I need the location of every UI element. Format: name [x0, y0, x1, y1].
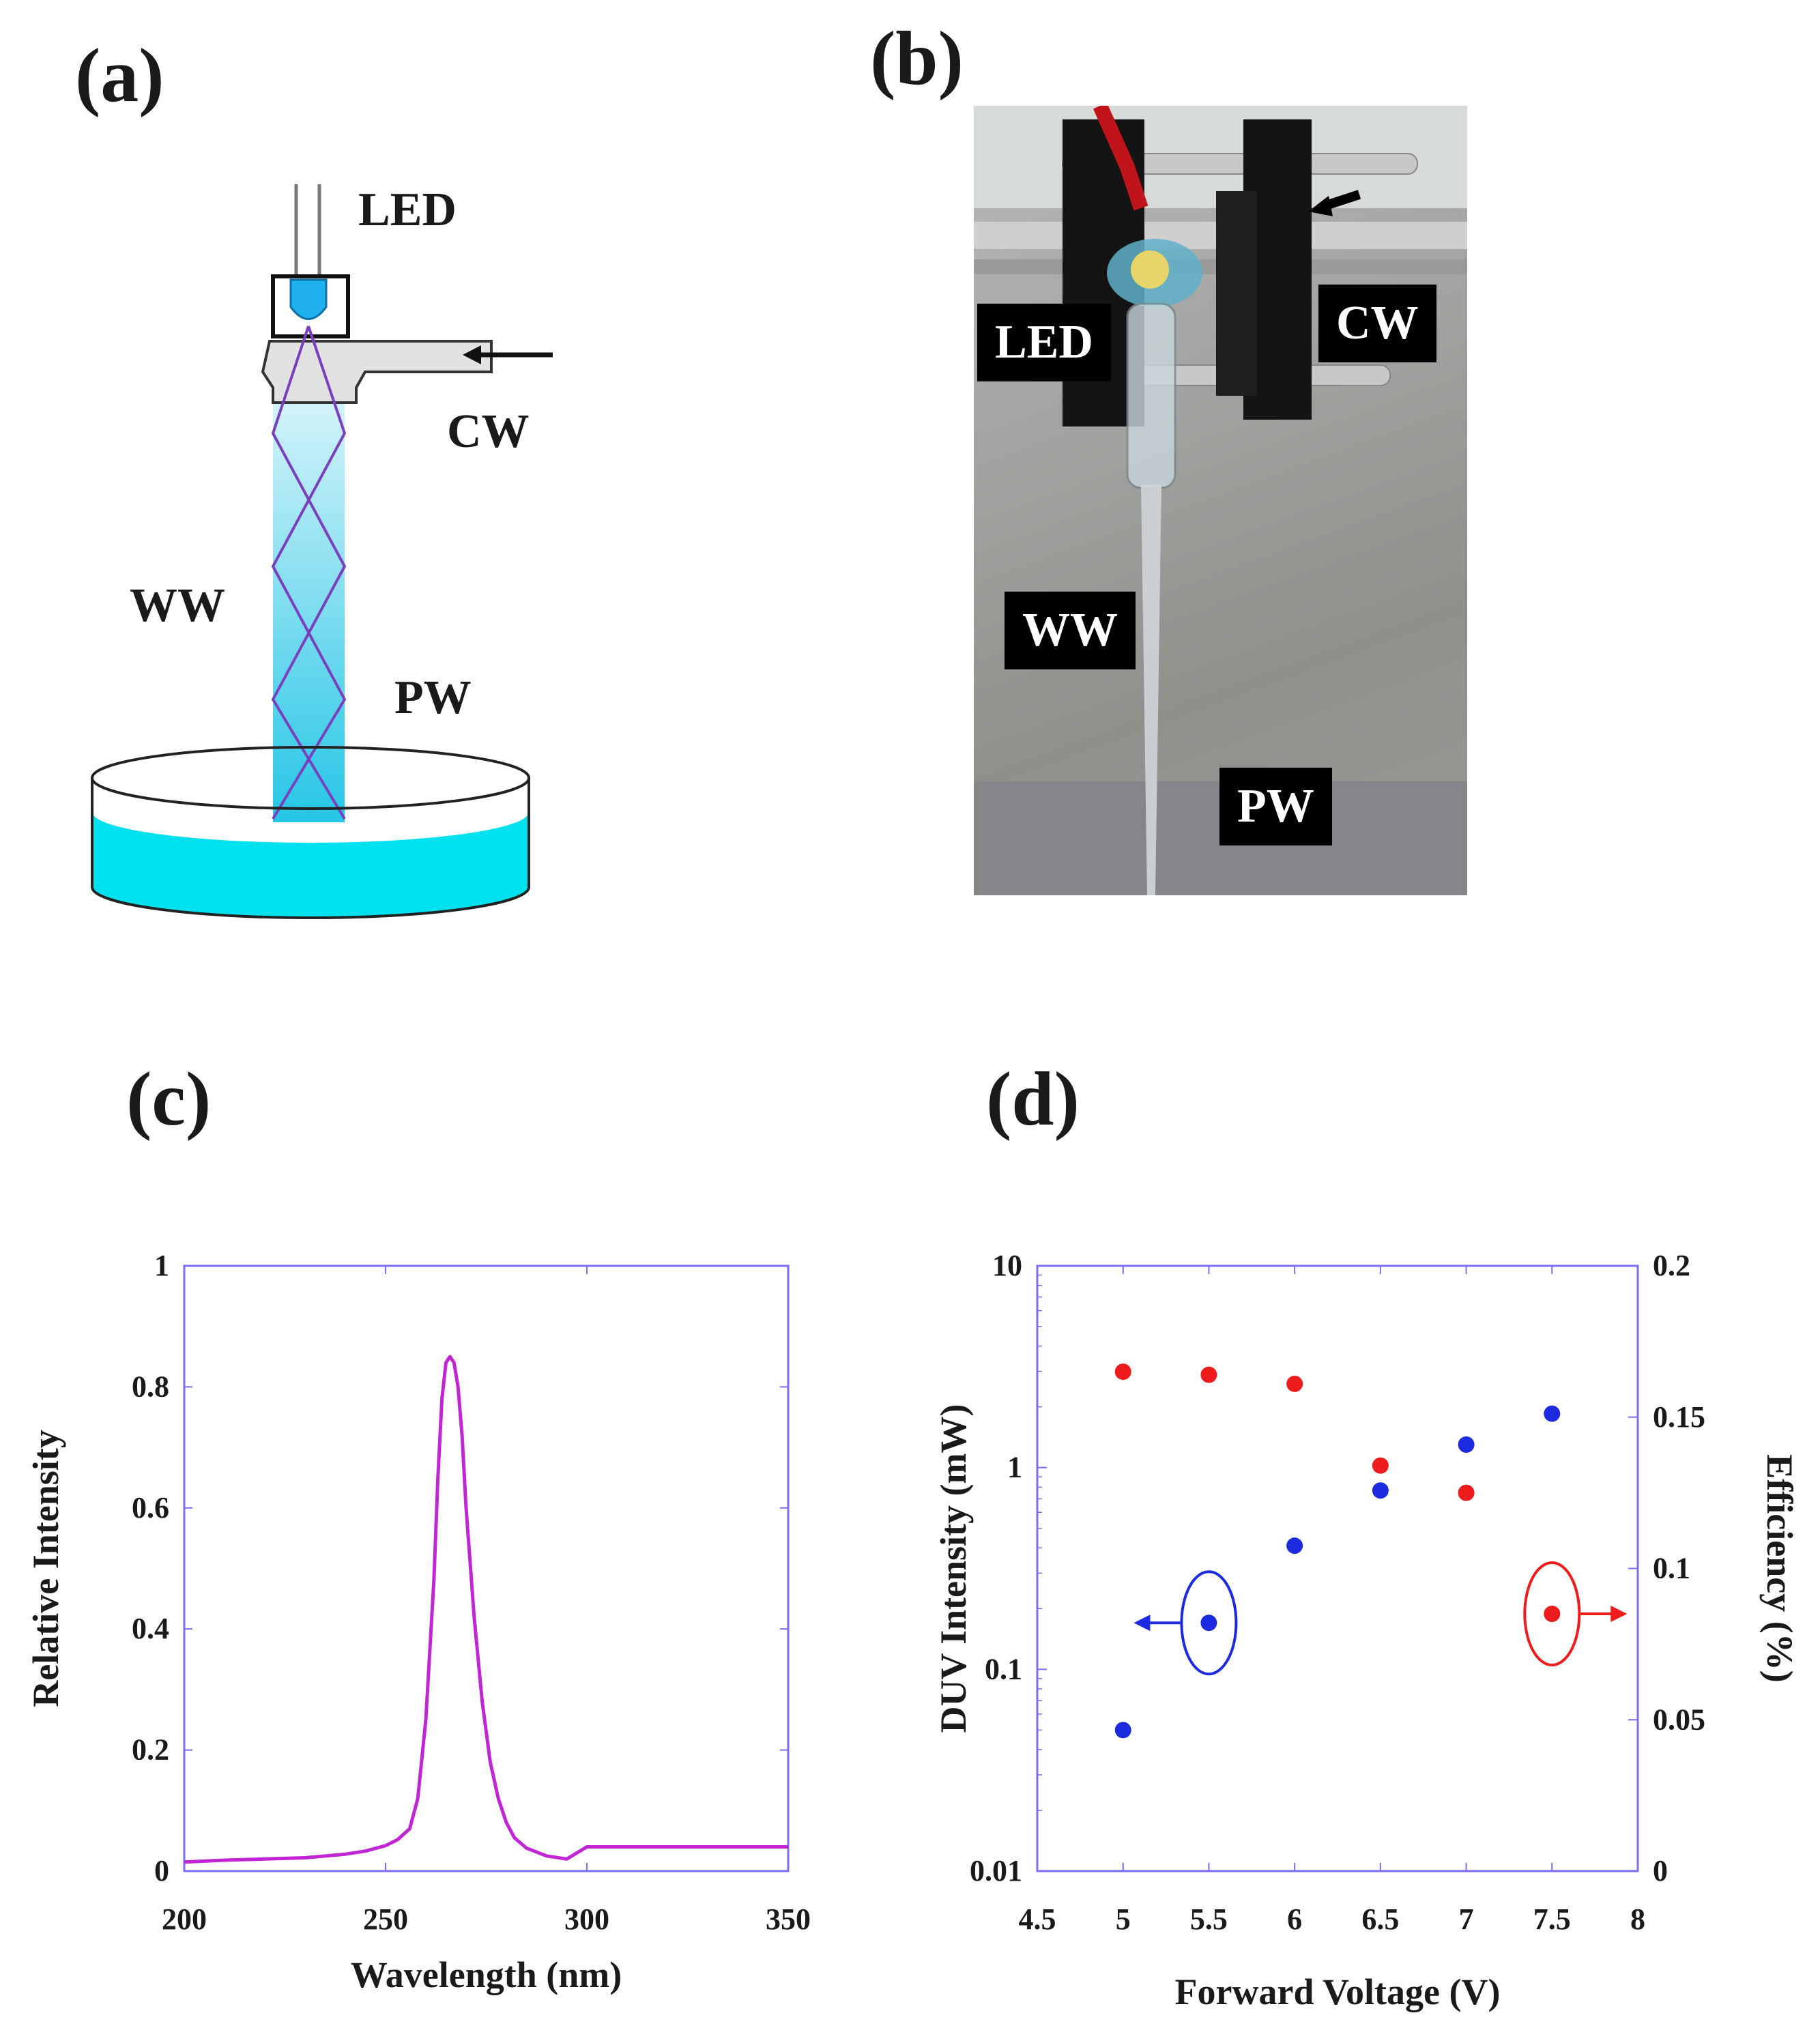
y-axis-title: Relative Intensity	[25, 1430, 66, 1707]
x-tick-label: 200	[162, 1902, 207, 1936]
led-dome	[289, 278, 328, 320]
schematic-label-pw: PW	[394, 671, 472, 724]
water-beam	[273, 372, 345, 822]
setup-photo: LED CW WW PW	[974, 106, 1467, 895]
x-tick-label: 8	[1630, 1902, 1645, 1936]
plot-frame	[1036, 1264, 1639, 1872]
nozzle-housing	[261, 340, 493, 404]
voltage-chart: 4.5 5 5.5 6 6.5 7 7.5 8 0.01 0.1 1 10 0 0.05 0.1 0.15 0.…	[933, 1249, 1800, 2012]
efficiency-point	[1286, 1375, 1303, 1392]
duv-axis-indicator-ellipse	[1180, 1570, 1238, 1676]
waterfall-schematic: LED CW WW PW	[91, 184, 553, 919]
duv-intensity-point	[1114, 1722, 1131, 1739]
inlet-arrow-head	[463, 345, 481, 364]
x-tick-label: 6	[1287, 1902, 1302, 1936]
efficiency-point	[1114, 1363, 1131, 1380]
y-tick-label-left: 0.1	[985, 1652, 1022, 1685]
dish-body-outline	[91, 778, 530, 919]
x-tick-label: 7.5	[1533, 1902, 1571, 1936]
panel-d-label: (d)	[986, 1057, 1080, 1142]
photo-label-ww: WW	[1005, 592, 1136, 669]
y-tick-label-left: 1	[1007, 1451, 1022, 1484]
y-tick-label-right: 0	[1653, 1854, 1668, 1887]
panel-c-label: (c)	[126, 1057, 212, 1142]
x-tick-label: 6.5	[1361, 1902, 1399, 1936]
y-tick-label-right: 0.2	[1653, 1249, 1690, 1282]
duv-intensity-point	[1544, 1405, 1561, 1422]
dish-rim	[91, 746, 530, 810]
y-tick-label: 0.8	[132, 1370, 169, 1403]
y-tick-label: 0.2	[132, 1733, 169, 1767]
photo-label-pw: PW	[1219, 768, 1332, 845]
efficiency-point	[1372, 1457, 1389, 1474]
x-axis-title: Forward Voltage (V)	[1175, 1971, 1501, 2012]
spectrum-line	[184, 1355, 788, 1864]
schematic-label-cw: CW	[447, 405, 530, 458]
x-tick-label: 350	[766, 1902, 811, 1936]
duv-intensity-point	[1372, 1482, 1389, 1499]
efficiency-axis-indicator-ellipse	[1523, 1561, 1581, 1667]
x-tick-label: 4.5	[1019, 1902, 1056, 1936]
x-tick-label: 250	[363, 1902, 408, 1936]
schematic-label-ww: WW	[130, 579, 225, 632]
photo-label-led: LED	[977, 304, 1111, 381]
panel-b-label: (b)	[870, 16, 964, 101]
y-tick-label-left: 0.01	[970, 1854, 1022, 1887]
y-axis-title-left: DUV Intensity (mW)	[933, 1404, 974, 1733]
spectrum-chart: 200 250 300 350 0 0.2 0.4 0.6 0.8 1 Wavelength (nm…	[25, 1249, 811, 1995]
x-axis-title: Wavelength (nm)	[351, 1954, 622, 1995]
efficiency-point	[1200, 1366, 1217, 1383]
efficiency-axis-arrow-head	[1610, 1606, 1628, 1623]
dish-water	[92, 812, 529, 918]
y-tick-label-right: 0.15	[1653, 1400, 1705, 1434]
y-axis-title-right: Efficiency (%)	[1759, 1454, 1800, 1682]
duv-intensity-point	[1286, 1537, 1303, 1554]
x-tick-label: 300	[564, 1902, 609, 1936]
y-tick-label: 0.4	[132, 1612, 169, 1645]
duv-axis-arrow-head	[1133, 1615, 1151, 1632]
y-tick-label: 0	[154, 1854, 169, 1887]
y-tick-label: 1	[154, 1249, 169, 1282]
y-tick-label-left: 10	[992, 1249, 1022, 1282]
photo-label-cw: CW	[1318, 285, 1436, 362]
x-tick-label: 5.5	[1190, 1902, 1228, 1936]
x-tick-label: 7	[1459, 1902, 1474, 1936]
light-path-2	[271, 325, 347, 820]
efficiency-point	[1458, 1484, 1475, 1501]
duv-intensity-point	[1458, 1436, 1475, 1453]
y-tick-label: 0.6	[132, 1491, 169, 1524]
duv-intensity-point	[1200, 1615, 1217, 1632]
y-tick-label-right: 0.05	[1653, 1703, 1705, 1736]
efficiency-point	[1544, 1606, 1561, 1623]
panel-a-label: (a)	[75, 33, 164, 118]
x-tick-label: 5	[1116, 1902, 1131, 1936]
light-path-1	[271, 325, 347, 820]
y-tick-label-right: 0.1	[1653, 1552, 1690, 1585]
schematic-label-led: LED	[358, 184, 457, 236]
plot-frame	[183, 1264, 790, 1872]
